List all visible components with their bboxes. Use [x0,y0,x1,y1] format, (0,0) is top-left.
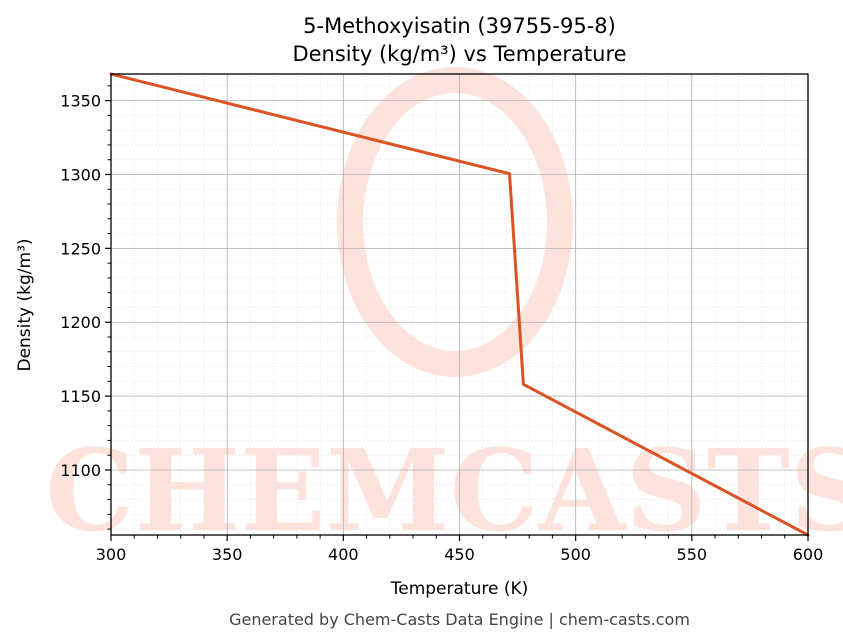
y-axis-label: Density (kg/m³) [15,238,35,371]
y-tick-label: 1200 [60,313,101,332]
y-axis-ticks: 1100 1150 1200 1250 1300 1350 [60,85,111,530]
chart-title-line2: Density (kg/m³) vs Temperature [292,42,626,66]
y-tick-label: 1100 [60,461,101,480]
watermark-logo-ring [337,67,573,377]
density-series-line [109,72,810,537]
chart-title-line1: 5-Methoxyisatin (39755-95-8) [303,14,616,38]
x-axis-label: Temperature (K) [390,579,529,599]
x-tick-label: 300 [96,545,127,564]
x-tick-label: 500 [560,545,591,564]
y-tick-label: 1150 [60,387,101,406]
y-tick-label: 1300 [60,165,101,184]
y-tick-label: 1350 [60,92,101,111]
major-grid [111,74,808,535]
y-tick-label: 1250 [60,239,101,258]
x-tick-label: 600 [793,545,824,564]
x-tick-label: 450 [444,545,475,564]
x-tick-label: 350 [212,545,243,564]
footer-credit: Generated by Chem-Casts Data Engine | ch… [229,610,690,629]
watermark: CHEMCASTS [45,67,843,557]
x-tick-label: 400 [328,545,359,564]
x-tick-label: 550 [677,545,708,564]
x-axis-ticks: 300 350 400 450 500 550 600 [96,535,824,564]
series-layer [109,72,810,537]
